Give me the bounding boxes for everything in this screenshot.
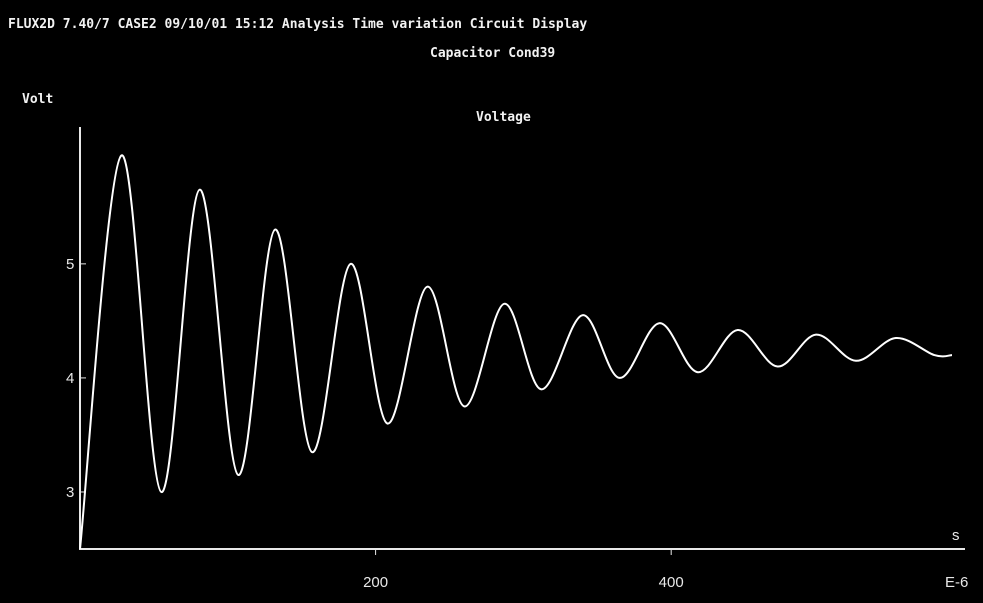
series-layer [79, 154, 953, 550]
y-axis-label: Volt [22, 92, 53, 107]
x-ticks: 200 400 [363, 549, 684, 591]
y-tick-label: 5 [66, 256, 74, 273]
y-tick-label: 4 [66, 370, 74, 387]
x-axis-unit: E-6 [945, 574, 968, 591]
y-ticks: 3 4 5 [66, 256, 86, 501]
chart-subtitle: Capacitor Cond39 [430, 46, 555, 61]
x-axis-label: s [952, 527, 960, 544]
chart-title: Voltage [476, 110, 531, 125]
y-tick-label: 3 [66, 484, 74, 501]
status-line: FLUX2D 7.40/7 CASE2 09/10/01 15:12 Analy… [8, 17, 587, 32]
x-tick-label: 400 [659, 574, 684, 591]
voltage-series-line [79, 154, 953, 550]
x-tick-label: 200 [363, 574, 388, 591]
